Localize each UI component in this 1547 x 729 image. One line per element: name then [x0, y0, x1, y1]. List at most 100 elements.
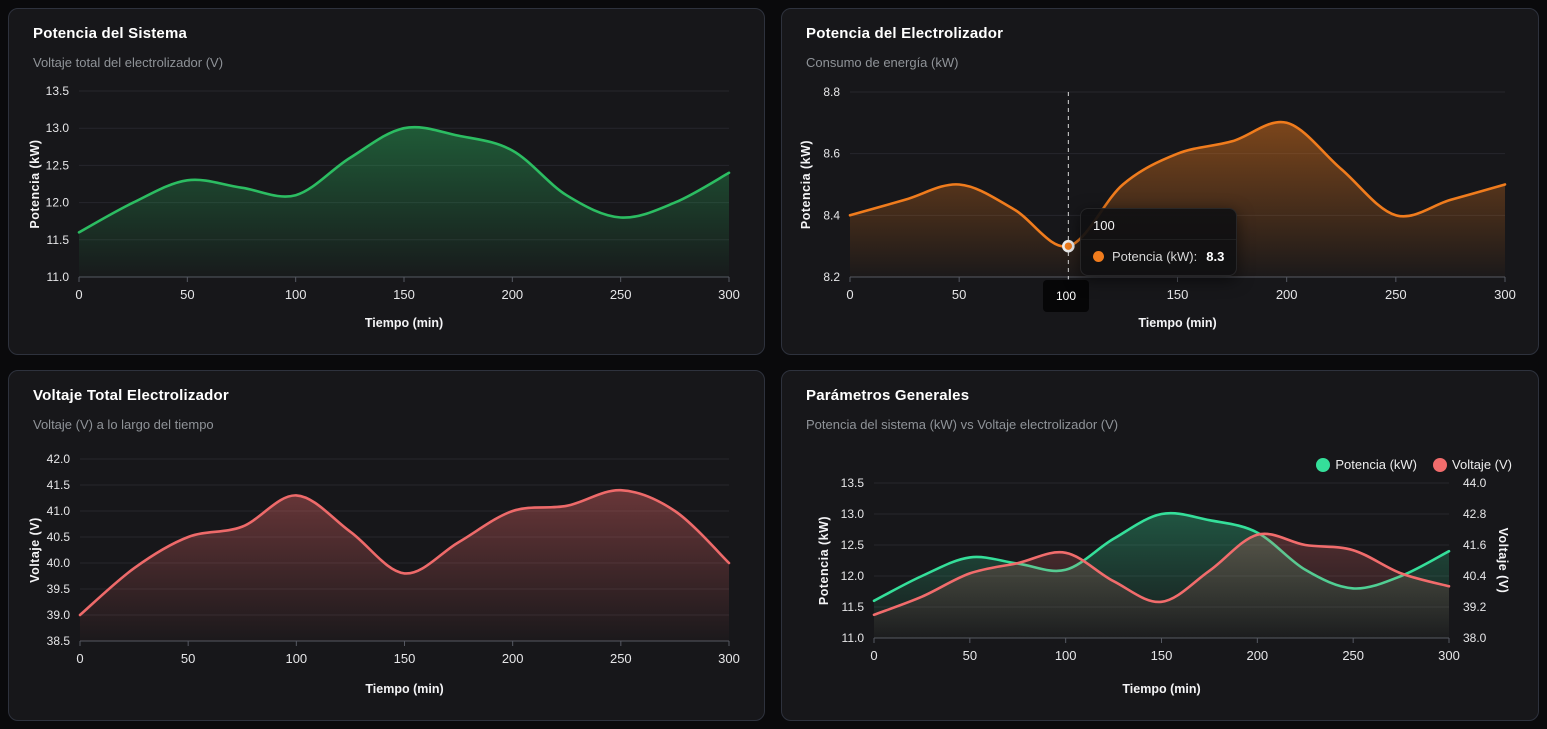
y-tick-label: 12.0: [46, 196, 70, 210]
series-area: [80, 490, 729, 641]
y-tick-label: 8.2: [823, 270, 840, 284]
y-tick-label: 13.0: [841, 507, 865, 521]
axis-pointer-badge: 100: [1043, 280, 1090, 312]
y-tick-label: 8.8: [823, 85, 840, 99]
panel-potencia-del-sistema: Potencia del Sistema Voltaje total del e…: [8, 8, 765, 355]
x-tick-label: 250: [1385, 287, 1407, 302]
series-dot-icon: [1093, 251, 1104, 262]
x-axis-title: Tiempo (min): [365, 682, 443, 696]
y-axis-title: Voltaje (V): [28, 517, 42, 583]
y-axis-title: Potencia (kW): [817, 516, 831, 605]
x-tick-label: 250: [610, 287, 632, 302]
tooltip-header: 100: [1093, 218, 1115, 233]
y-tick-label: 12.5: [841, 538, 865, 552]
y-right-tick-label: 38.0: [1463, 631, 1487, 645]
y-right-tick-label: 40.4: [1463, 569, 1487, 583]
series-line: [848, 120, 1507, 248]
y-tick-label: 8.4: [823, 208, 840, 222]
y-tick-label: 42.0: [47, 452, 71, 466]
series-line: [872, 532, 1451, 617]
x-tick-label: 100: [285, 651, 307, 666]
panel-title: Potencia del Electrolizador: [806, 25, 1004, 42]
x-tick-label: 150: [394, 651, 416, 666]
y-tick-label: 8.6: [823, 147, 840, 161]
panel-title: Parámetros Generales: [806, 387, 970, 404]
x-tick-label: 200: [1246, 648, 1268, 663]
tooltip-series-label: Potencia (kW):: [1112, 249, 1198, 264]
panel-header: Voltaje Total Electrolizador Voltaje (V)…: [33, 387, 229, 432]
y-tick-label: 40.0: [47, 556, 71, 570]
hover-point-marker: [1062, 239, 1075, 253]
x-tick-label: 0: [870, 648, 877, 663]
y-tick-label: 40.5: [47, 530, 71, 544]
legend-item-voltaje[interactable]: Voltaje (V): [1433, 457, 1512, 472]
y-axis-title: Potencia (kW): [28, 139, 42, 228]
series-area: [850, 122, 1505, 277]
legend-item-potencia[interactable]: Potencia (kW): [1316, 457, 1417, 472]
x-tick-label: 50: [963, 648, 977, 663]
series-area: [79, 127, 729, 277]
series-line: [78, 488, 731, 617]
y-tick-label: 12.5: [46, 158, 70, 172]
x-tick-label: 200: [1276, 287, 1298, 302]
chart-potencia-del-electrolizador[interactable]: 8.2 8.4 8.6 8.8 0 50 100 150 200 250 300 Tiempo (mi…: [782, 9, 1538, 354]
y-tick-label: 41.0: [47, 504, 71, 518]
x-tick-label: 150: [393, 287, 415, 302]
panel-subtitle: Voltaje (V) a lo largo del tiempo: [33, 417, 214, 432]
x-tick-label: 250: [1342, 648, 1364, 663]
x-tick-label: 250: [610, 651, 632, 666]
x-tick-label: 50: [180, 287, 194, 302]
y-tick-label: 11.0: [47, 270, 70, 284]
y-tick-label: 12.0: [841, 569, 865, 583]
chart-tooltip: 100 Potencia (kW): 8.3: [1080, 208, 1238, 276]
y-right-axis-title: Voltaje (V): [1496, 528, 1510, 594]
y-tick-label: 11.5: [842, 600, 865, 614]
chart-potencia-del-sistema[interactable]: 11.0 11.5 12.0 12.5 13.0 13.5 0 50 100 150 200 250 3…: [9, 9, 764, 354]
x-tick-label: 200: [502, 651, 524, 666]
x-tick-label: 300: [718, 651, 740, 666]
x-tick-label: 150: [1167, 287, 1189, 302]
y-tick-label: 39.5: [47, 582, 71, 596]
legend-dot-icon: [1316, 457, 1331, 472]
panel-voltaje-total-electrolizador: Voltaje Total Electrolizador Voltaje (V)…: [8, 370, 765, 721]
y-axis-title: Potencia (kW): [799, 140, 813, 229]
y-tick-label: 41.5: [47, 478, 71, 492]
legend-label: Potencia (kW): [1335, 457, 1418, 472]
tooltip-value: 8.3: [1206, 249, 1225, 264]
y-tick-label: 13.5: [841, 476, 865, 490]
y-right-tick-label: 41.6: [1463, 538, 1487, 552]
panel-subtitle: Voltaje total del electrolizador (V): [33, 55, 224, 70]
y-right-tick-label: 44.0: [1463, 476, 1487, 490]
panel-header: Parámetros Generales Potencia del sistem…: [806, 387, 1118, 432]
panel-parametros-generales: Parámetros Generales Potencia del sistem…: [781, 370, 1539, 721]
panel-potencia-del-electrolizador: Potencia del Electrolizador Consumo de e…: [781, 8, 1539, 355]
y-right-tick-label: 39.2: [1463, 600, 1487, 614]
panel-header: Potencia del Electrolizador Consumo de e…: [806, 25, 1003, 70]
panel-header: Potencia del Sistema Voltaje total del e…: [33, 25, 223, 70]
legend-dot-icon: [1433, 457, 1448, 472]
y-tick-label: 11.5: [47, 233, 70, 247]
series-line: [77, 125, 731, 234]
chart-voltaje-total-electrolizador[interactable]: 38.5 39.0 39.5 40.0 40.5 41.0 41.5 42.0 0 50 100 15…: [9, 371, 764, 720]
y-tick-label: 13.5: [46, 84, 70, 98]
chart-legend: Potencia (kW) Voltaje (V): [1316, 457, 1512, 472]
y-tick-label: 38.5: [47, 634, 71, 648]
legend-label: Voltaje (V): [1452, 457, 1512, 472]
x-tick-label: 50: [181, 651, 195, 666]
x-tick-label: 300: [1438, 648, 1460, 663]
x-tick-label: 100: [285, 287, 307, 302]
panel-title: Potencia del Sistema: [33, 25, 188, 42]
tooltip-body: Potencia (kW): 8.3: [1081, 239, 1237, 275]
x-tick-label: 0: [76, 651, 83, 666]
x-axis-title: Tiempo (min): [1138, 316, 1216, 330]
chart-parametros-generales[interactable]: 11.0 11.5 12.0 12.5 13.0 13.5 38.0 39.2 40.4 41.6…: [782, 371, 1538, 720]
x-axis-title: Tiempo (min): [1122, 682, 1200, 696]
series-area: [874, 533, 1449, 638]
y-tick-label: 13.0: [46, 121, 70, 135]
x-tick-label: 0: [75, 287, 82, 302]
x-tick-label: 50: [952, 287, 966, 302]
x-tick-label: 200: [501, 287, 523, 302]
x-tick-label: 300: [1494, 287, 1516, 302]
y-tick-label: 11.0: [842, 631, 865, 645]
